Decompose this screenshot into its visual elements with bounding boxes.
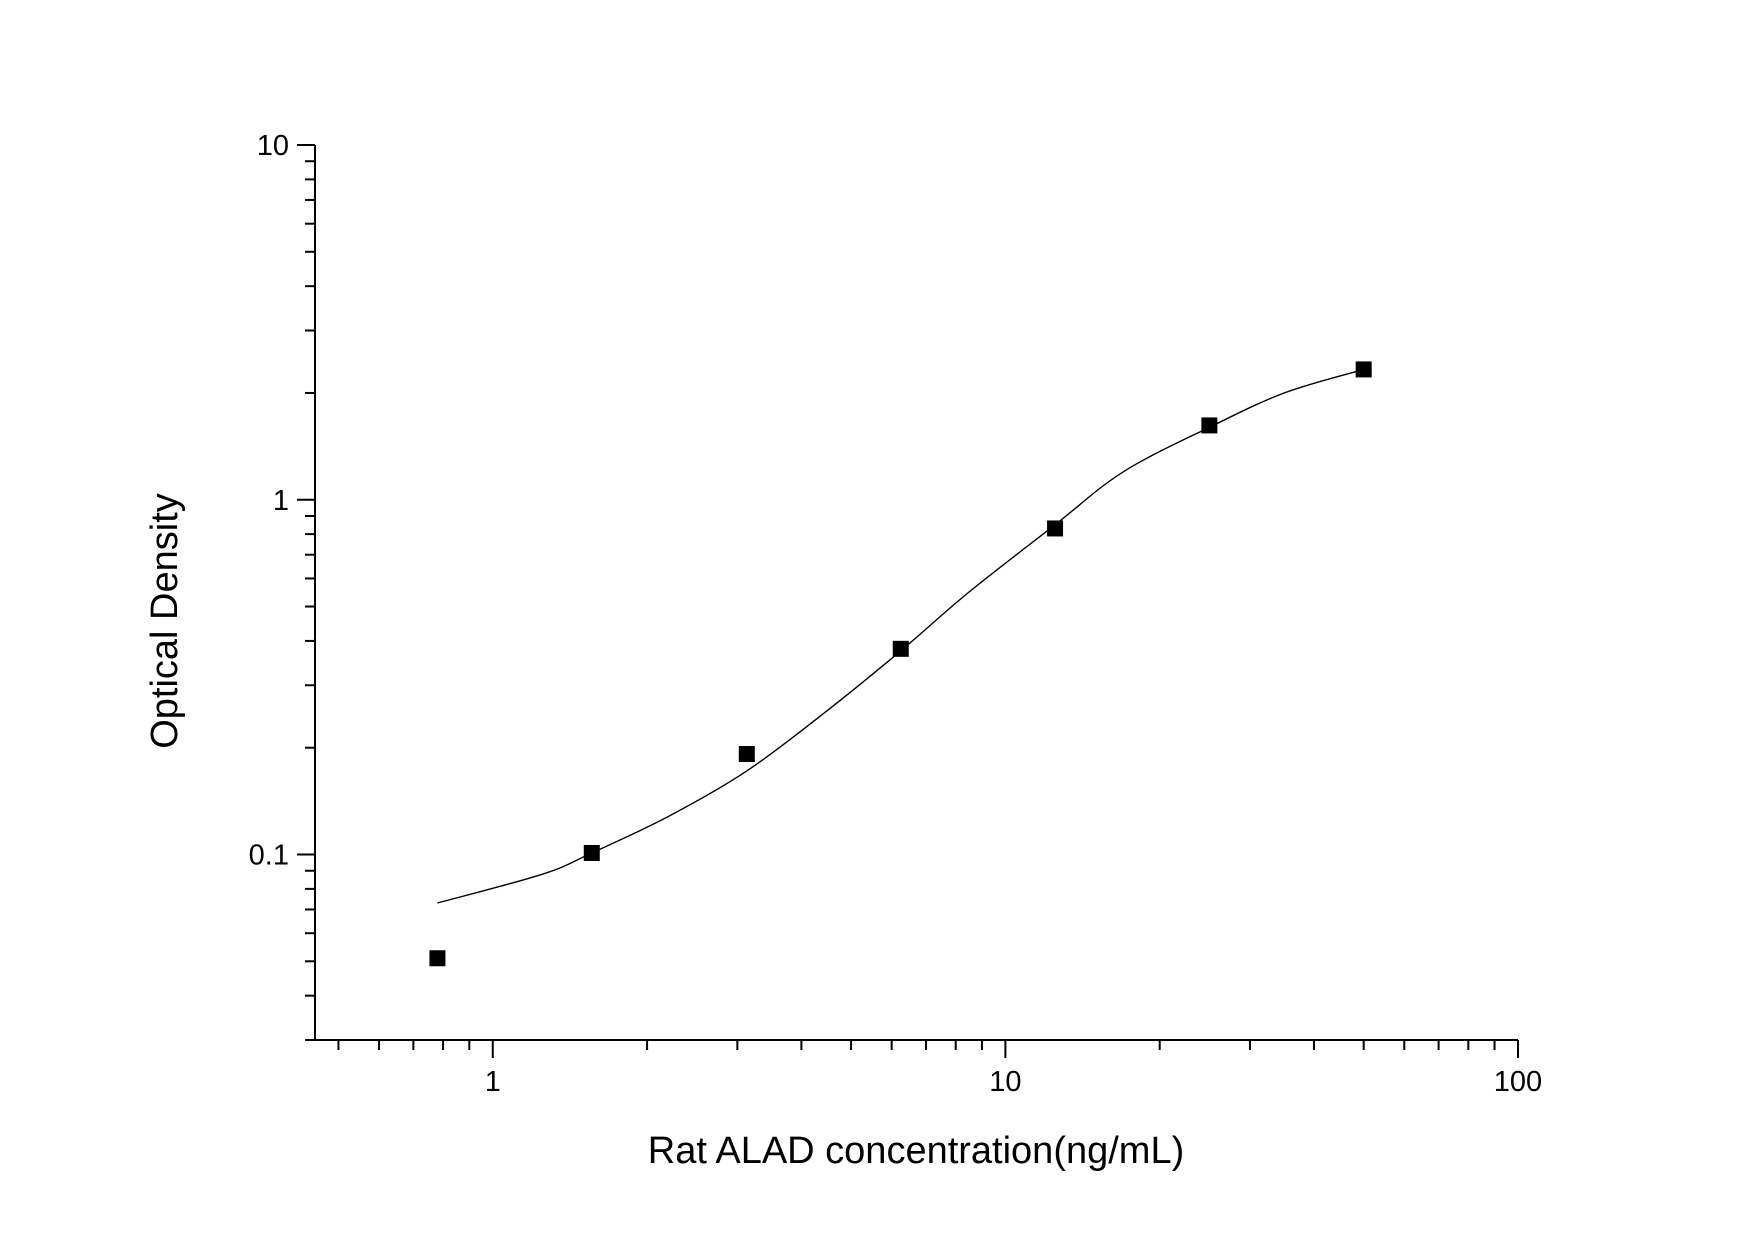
y-tick-label: 10 — [257, 130, 289, 162]
axes — [314, 145, 1518, 1041]
x-tick-label: 10 — [989, 1066, 1021, 1098]
data-point-marker — [892, 640, 909, 657]
data-point-marker — [429, 950, 446, 967]
x-tick-label: 1 — [485, 1066, 501, 1098]
x-axis-ticks — [337, 1040, 1519, 1058]
y-tick-label: 0.1 — [249, 840, 289, 872]
fit-curve-line — [437, 368, 1364, 904]
data-point-marker — [583, 844, 600, 861]
x-axis-title: Rat ALAD concentration(ng/mL) — [648, 1130, 1185, 1172]
x-axis-tick-labels: 1 10 100 — [485, 1066, 1542, 1098]
data-point-markers — [429, 361, 1372, 967]
y-axis-ticks — [297, 144, 315, 1041]
data-point-marker — [738, 746, 755, 762]
y-axis-title: Optical Density — [144, 493, 186, 749]
data-point-marker — [1201, 417, 1218, 434]
data-point-marker — [1355, 361, 1372, 378]
data-point-marker — [1047, 520, 1064, 537]
y-axis-tick-labels: 0.1 1 10 — [249, 130, 289, 872]
y-tick-label: 1 — [273, 485, 289, 517]
x-tick-label: 100 — [1494, 1066, 1542, 1098]
